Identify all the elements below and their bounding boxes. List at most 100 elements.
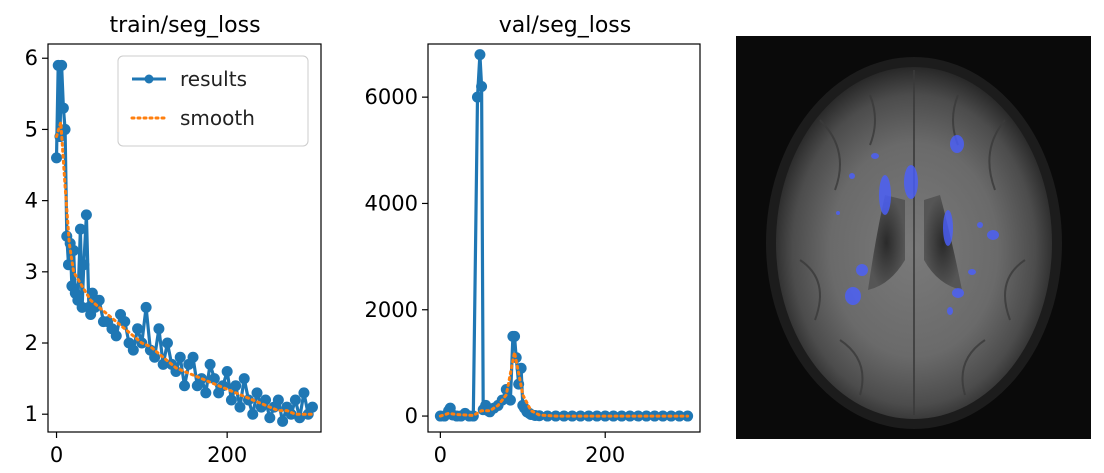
val-seg-loss-chart: val/seg_loss 0 2000 4000 6000 0 200 xyxy=(365,13,701,467)
lesion-region xyxy=(968,269,976,275)
data-point xyxy=(170,365,182,377)
data-point xyxy=(200,387,212,399)
legend-label-results: results xyxy=(180,67,247,91)
data-point xyxy=(80,209,92,221)
left-ventricle xyxy=(868,195,905,290)
y-tick-label: 4000 xyxy=(365,191,418,215)
data-point xyxy=(161,337,173,349)
legend: results smooth xyxy=(117,55,309,147)
data-point xyxy=(208,373,220,385)
lesion-region xyxy=(836,211,840,215)
lesion-region xyxy=(849,173,855,179)
data-point xyxy=(110,330,122,342)
lesion-region xyxy=(977,222,983,228)
lesion-mask-overlay xyxy=(836,135,999,315)
x-axis: 0 200 xyxy=(434,432,625,467)
data-point xyxy=(179,380,190,392)
y-axis: 1 2 3 4 5 6 xyxy=(25,46,48,426)
lesion-region xyxy=(947,307,953,315)
data-point xyxy=(225,394,237,406)
data-point xyxy=(74,223,86,235)
data-point xyxy=(234,401,246,413)
lesion-region xyxy=(952,288,964,298)
chart-title: val/seg_loss xyxy=(499,13,631,38)
y-tick-label: 6 xyxy=(25,46,38,70)
legend-label-smooth: smooth xyxy=(180,106,255,130)
data-point xyxy=(476,81,488,93)
x-tick-label: 200 xyxy=(585,443,625,467)
x-tick-label: 0 xyxy=(434,443,447,467)
data-point xyxy=(57,102,69,114)
chart-title: train/seg_loss xyxy=(109,13,260,38)
lesion-region xyxy=(871,153,879,159)
data-point xyxy=(230,380,242,392)
data-point xyxy=(298,387,310,399)
data-point xyxy=(93,294,105,306)
data-point xyxy=(673,410,685,422)
data-point xyxy=(474,49,486,61)
y-tick-label: 2 xyxy=(25,331,38,355)
data-point xyxy=(119,316,131,328)
data-point xyxy=(140,301,152,313)
data-point xyxy=(247,408,259,420)
data-point xyxy=(277,415,289,427)
data-point xyxy=(260,394,272,406)
sulci xyxy=(799,70,1026,415)
series-group xyxy=(434,49,694,422)
data-point xyxy=(238,373,250,385)
y-tick-label: 0 xyxy=(405,404,418,428)
y-tick-label: 5 xyxy=(25,117,38,141)
lesion-region xyxy=(845,287,861,305)
x-tick-label: 0 xyxy=(50,443,63,467)
data-point xyxy=(51,152,63,164)
x-tick-label: 200 xyxy=(207,443,247,467)
right-ventricle xyxy=(924,195,962,290)
train-seg-loss-chart: train/seg_loss 1 2 3 4 5 6 0 200 results smoot… xyxy=(25,13,322,467)
data-point xyxy=(221,365,233,377)
data-point xyxy=(56,59,68,71)
plot-frame xyxy=(47,43,322,433)
data-point xyxy=(127,344,139,356)
lesion-region xyxy=(904,165,918,199)
series-group xyxy=(51,59,318,427)
x-axis: 0 200 xyxy=(50,432,247,467)
data-point xyxy=(251,387,263,399)
data-point xyxy=(289,394,301,406)
data-point xyxy=(132,323,144,335)
data-point xyxy=(542,410,554,422)
series-line-smooth xyxy=(55,121,314,416)
y-axis: 0 2000 4000 6000 xyxy=(365,85,428,428)
data-point xyxy=(149,351,161,363)
data-point xyxy=(607,410,619,422)
data-point xyxy=(157,358,169,370)
y-tick-label: 3 xyxy=(25,260,38,284)
data-point xyxy=(174,351,186,363)
y-tick-label: 2000 xyxy=(365,298,418,322)
data-point xyxy=(153,323,165,335)
series-line-smooth xyxy=(438,352,690,418)
data-point xyxy=(264,412,276,424)
series-line-results xyxy=(440,52,688,418)
lesion-region xyxy=(950,135,964,153)
data-point xyxy=(583,410,595,422)
data-point xyxy=(272,394,284,406)
plot-frame xyxy=(427,43,701,433)
legend-results-marker xyxy=(144,74,154,84)
y-tick-label: 6000 xyxy=(365,85,418,109)
data-point xyxy=(471,91,483,103)
lesion-region xyxy=(856,264,868,276)
data-point xyxy=(187,351,199,363)
data-point xyxy=(504,394,516,406)
lesion-region xyxy=(943,210,953,246)
mri-image xyxy=(736,36,1091,439)
data-point xyxy=(509,330,521,342)
data-point xyxy=(649,410,661,422)
y-tick-label: 1 xyxy=(25,402,38,426)
y-tick-label: 4 xyxy=(25,189,38,213)
lesion-region xyxy=(879,175,891,215)
data-point xyxy=(204,358,216,370)
data-point xyxy=(78,259,90,271)
lesion-region xyxy=(987,230,999,240)
